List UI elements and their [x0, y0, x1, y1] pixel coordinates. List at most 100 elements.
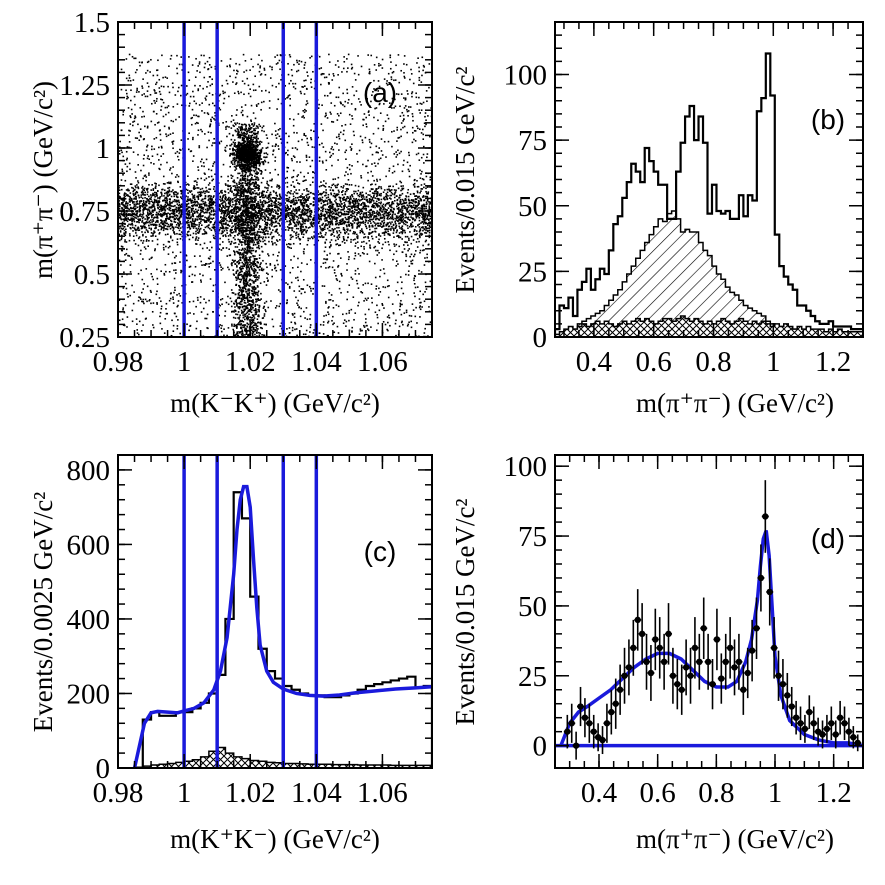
event-dot — [335, 220, 337, 223]
event-dot — [169, 216, 172, 219]
event-dot — [124, 207, 127, 210]
event-dot — [209, 123, 212, 126]
event-dot — [146, 204, 148, 207]
event-dot — [255, 104, 258, 106]
event-dot — [271, 269, 274, 271]
event-dot — [204, 230, 206, 233]
event-dot — [246, 115, 249, 118]
event-dot — [179, 206, 182, 209]
event-dot — [353, 257, 356, 260]
event-dot — [124, 234, 127, 237]
event-dot — [259, 207, 262, 210]
event-dot — [171, 216, 173, 218]
event-dot — [372, 220, 375, 223]
event-dot — [145, 317, 147, 320]
event-dot — [379, 217, 382, 220]
event-dot — [288, 246, 291, 249]
event-dot — [329, 202, 331, 204]
event-dot — [324, 194, 326, 197]
event-dot — [144, 298, 147, 301]
event-dot — [224, 183, 227, 185]
event-dot — [174, 94, 177, 96]
event-dot — [272, 196, 274, 199]
event-dot — [219, 198, 221, 201]
event-dot — [172, 189, 174, 191]
event-dot — [134, 57, 137, 60]
event-dot — [123, 232, 125, 234]
event-dot — [268, 200, 271, 203]
event-dot — [368, 70, 371, 73]
event-dot — [353, 197, 355, 200]
event-dot — [152, 326, 155, 329]
event-dot — [391, 303, 394, 305]
event-dot — [169, 207, 172, 210]
event-dot — [313, 130, 315, 133]
event-dot — [403, 97, 405, 99]
event-dot — [389, 216, 392, 219]
event-dot — [300, 92, 302, 95]
event-dot — [342, 213, 344, 215]
event-dot — [131, 219, 134, 222]
event-dot — [179, 220, 181, 223]
event-dot — [312, 217, 315, 219]
event-dot — [243, 93, 245, 96]
event-dot — [424, 195, 427, 198]
event-dot — [198, 213, 201, 216]
event-dot — [363, 113, 366, 115]
event-dot — [337, 96, 340, 99]
event-dot — [341, 213, 343, 216]
event-dot — [310, 138, 313, 141]
event-dot — [357, 218, 359, 221]
event-dot — [213, 223, 215, 226]
event-dot — [369, 146, 372, 149]
event-dot — [234, 216, 236, 219]
event-dot — [157, 202, 159, 204]
event-dot — [121, 198, 124, 201]
event-dot — [196, 195, 199, 198]
event-dot — [267, 205, 269, 208]
event-dot — [247, 170, 249, 173]
event-dot — [187, 211, 189, 213]
event-dot — [363, 326, 366, 328]
event-dot — [313, 236, 316, 239]
event-dot — [395, 219, 398, 221]
event-dot — [152, 74, 155, 77]
event-dot — [172, 120, 175, 123]
event-dot — [342, 228, 345, 231]
event-dot — [155, 211, 158, 214]
event-dot — [146, 238, 148, 241]
event-dot — [186, 222, 189, 224]
event-dot — [235, 188, 237, 190]
event-dot — [154, 191, 156, 194]
event-dot — [292, 195, 295, 198]
event-dot — [393, 207, 395, 210]
event-dot — [212, 162, 215, 165]
event-dot — [270, 300, 272, 302]
event-dot — [267, 273, 269, 276]
event-dot — [230, 300, 233, 303]
event-dot — [144, 174, 147, 177]
event-dot — [322, 222, 325, 225]
event-dot — [397, 149, 399, 152]
event-dot — [262, 229, 265, 232]
event-dot — [329, 212, 331, 215]
event-dot — [266, 222, 269, 225]
event-dot — [241, 299, 243, 301]
event-dot — [188, 217, 190, 220]
event-dot — [232, 119, 235, 121]
event-dot — [270, 219, 272, 222]
event-dot — [300, 292, 303, 295]
event-dot — [324, 220, 326, 222]
event-dot — [120, 88, 123, 91]
event-dot — [193, 180, 196, 183]
event-dot — [248, 256, 251, 259]
event-dot — [141, 185, 144, 188]
event-dot — [135, 177, 137, 179]
event-dot — [328, 73, 330, 76]
event-dot — [219, 324, 221, 326]
event-dot — [227, 238, 230, 241]
event-dot — [154, 102, 156, 104]
event-dot — [410, 320, 413, 323]
event-dot — [396, 140, 398, 142]
event-dot — [269, 210, 271, 213]
